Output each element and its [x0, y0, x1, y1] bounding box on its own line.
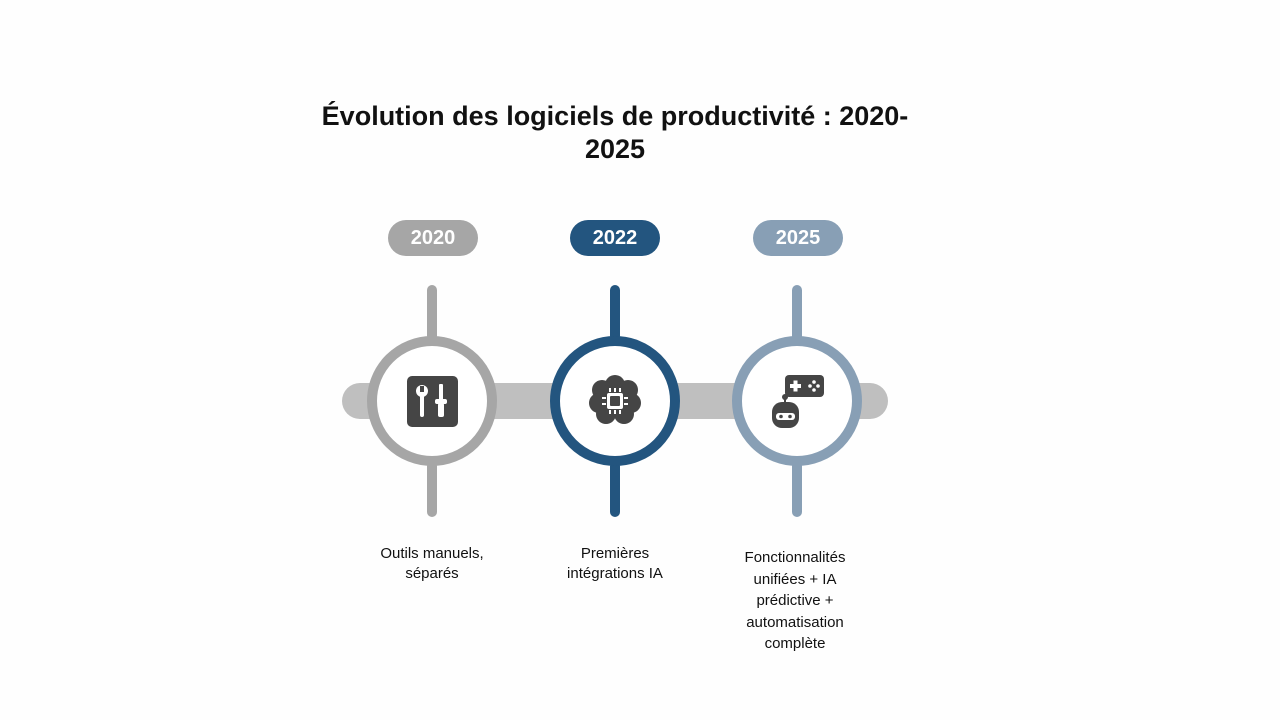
year-badge-2022: 2022 — [570, 220, 660, 256]
description-line: Outils manuels, — [380, 545, 484, 562]
description-line: automatisation — [746, 613, 844, 631]
page-title: Évolution des logiciels de productivité … — [290, 100, 940, 166]
milestone-2020 — [367, 285, 497, 517]
ai-chip-brain-icon — [589, 375, 641, 424]
description-line: Fonctionnalités — [744, 549, 846, 566]
description-line: intégrations IA — [567, 565, 663, 582]
milestone-2025 — [732, 285, 862, 517]
description-line: complète — [764, 635, 826, 652]
description-line: Premières — [580, 545, 650, 562]
description-line: unifiées + IA — [753, 570, 837, 588]
milestone-2025-description: Fonctionnalités unifiées + IA prédictive… — [720, 547, 870, 655]
milestone-2025-ring — [732, 336, 862, 466]
year-badge-2025: 2025 — [753, 220, 843, 256]
milestone-2022 — [550, 285, 680, 517]
title-line-1: Évolution des logiciels de productivité … — [321, 101, 909, 131]
tools-icon — [407, 376, 458, 427]
milestone-2022-description: Premières intégrations IA — [540, 544, 690, 584]
description-line: séparés — [405, 565, 459, 582]
year-badge-2020: 2020 — [388, 220, 478, 256]
robot-gamepad-icon — [772, 375, 824, 428]
description-line: prédictive + — [756, 592, 834, 609]
milestone-2020-description: Outils manuels, séparés — [357, 544, 507, 584]
title-line-2: 2025 — [584, 134, 646, 164]
